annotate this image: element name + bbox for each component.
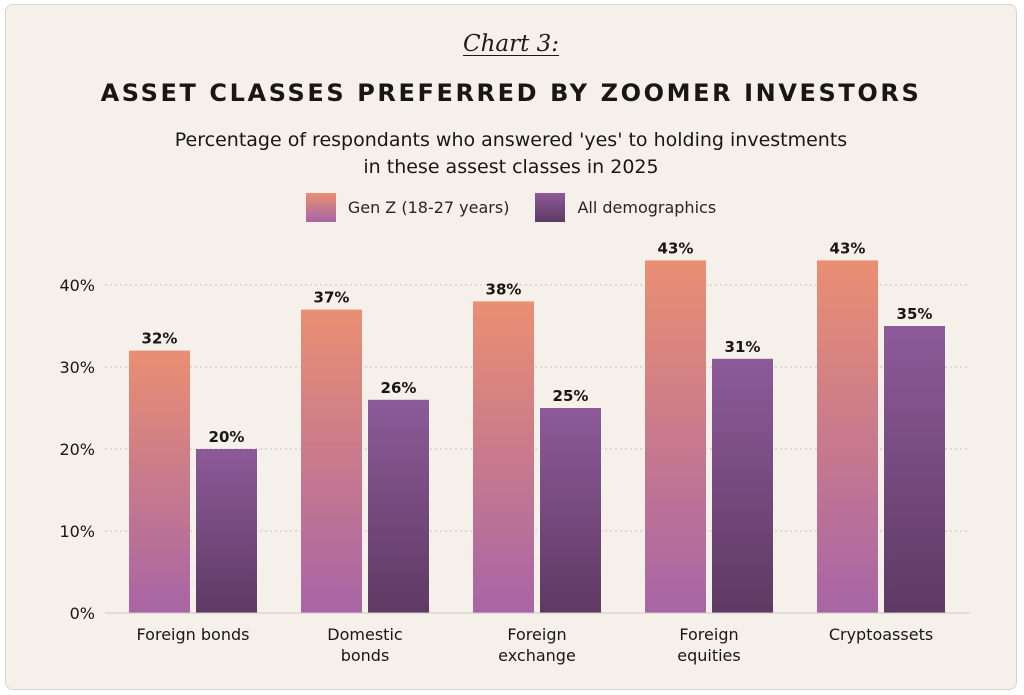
bar-genz-1 [301, 309, 362, 613]
y-tick-label-40: 40% [59, 276, 95, 295]
legend-item-all: All demographics [535, 193, 716, 222]
y-tick-label-0: 0% [70, 604, 95, 623]
bar-all-3 [712, 358, 773, 613]
bar-all-2 [540, 408, 601, 613]
value-label-genz-0: 32% [142, 330, 178, 348]
value-label-all-0: 20% [209, 428, 245, 446]
value-label-genz-4: 43% [830, 239, 866, 257]
x-tick-label-0-0: Foreign bonds [137, 625, 250, 644]
chart-number-label: Chart 3: [462, 31, 560, 57]
legend-swatch-all [535, 193, 566, 222]
x-tick-label-2-1: exchange [498, 646, 576, 665]
bar-all-1 [368, 399, 429, 613]
x-tick-label-1-1: bonds [341, 646, 390, 665]
chart-title: ASSET CLASSES PREFERRED BY ZOOMER INVEST… [100, 79, 922, 107]
bar-genz-4 [817, 260, 878, 613]
value-label-genz-2: 38% [486, 280, 522, 298]
legend-item-genz: Gen Z (18-27 years) [305, 193, 510, 222]
chart-subtitle: Percentage of respondants who answered '… [96, 127, 926, 181]
bar-genz-0 [129, 350, 190, 613]
y-tick-label-30: 30% [59, 358, 95, 377]
legend-label-genz: Gen Z (18-27 years) [347, 198, 510, 217]
bar-all-4 [884, 326, 945, 613]
bar-genz-2 [473, 301, 534, 613]
x-tick-label-2-0: Foreign [507, 625, 566, 644]
value-label-genz-1: 37% [314, 289, 350, 307]
legend-swatch-genz [305, 193, 336, 222]
x-tick-label-4-0: Cryptoassets [829, 625, 933, 644]
bar-all-0 [196, 449, 257, 613]
x-tick-label-1-0: Domestic [327, 625, 402, 644]
x-tick-label-3-0: Foreign [679, 625, 738, 644]
y-tick-label-20: 20% [59, 440, 95, 459]
x-tick-label-3-1: equities [677, 646, 740, 665]
value-label-all-1: 26% [381, 379, 417, 397]
value-label-genz-3: 43% [658, 239, 694, 257]
subtitle-line-1: Percentage of respondants who answered '… [174, 129, 848, 151]
subtitle-line-2: in these assest classes in 2025 [363, 156, 659, 178]
bar-genz-3 [645, 260, 706, 613]
y-tick-label-10: 10% [59, 522, 95, 541]
value-label-all-4: 35% [897, 305, 933, 323]
legend-label-all: All demographics [577, 198, 717, 217]
value-label-all-2: 25% [553, 387, 589, 405]
value-label-all-3: 31% [725, 338, 761, 356]
chart-legend: Gen Z (18-27 years) All demographics [6, 193, 1016, 222]
